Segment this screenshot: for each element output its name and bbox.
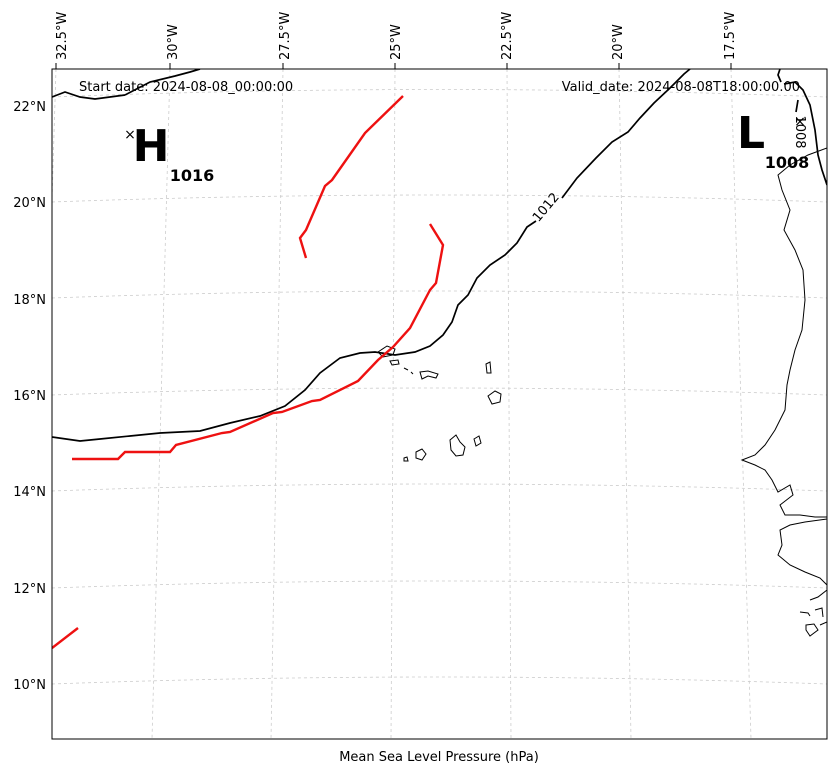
plot-frame [51,68,828,740]
lon-label-27-5w: 27.5°W [278,12,293,60]
lon-label-25w: 25°W [389,24,404,60]
high-pressure-letter: H [133,121,170,172]
start-date-label: Start date: 2024-08-08_00:00:00 [79,80,293,95]
pressure-centers: × H 1016 × L 1008 [124,108,809,185]
parallel-20n [52,194,827,203]
parallel-22n [52,89,827,98]
high-pressure-value: 1016 [170,166,215,185]
meridian-20w [618,69,632,739]
island-sao-vicente [389,359,400,366]
lat-label-22n: 22°N [13,100,46,115]
lon-label-22-5w: 22.5°W [500,12,515,60]
low-center-marker: × [794,114,806,130]
isobar-1012 [52,69,691,442]
contour-label-1008: 1008 [792,115,807,148]
lon-tick-marks [55,63,732,69]
lat-label-10n: 10°N [13,678,46,693]
coast-islets [799,607,827,637]
map-caption: Mean Sea Level Pressure (hPa) [339,750,539,765]
parallel-18n [52,290,827,299]
lat-label-20n: 20°N [13,196,46,211]
island-sao-nicolau [419,370,439,380]
meridian-22-5w [506,69,512,739]
graticule [52,69,827,739]
lat-label-16n: 16°N [13,389,46,404]
island-maio [473,435,482,447]
isobar-1008 [777,69,827,186]
valid-date-label: Valid_date: 2024-08-08T18:00:00.00 [562,80,800,95]
fronts [52,95,445,649]
lat-labels: 22°N 20°N 18°N 16°N 14°N 12°N 10°N [13,100,46,693]
meridian-30w [151,69,171,739]
parallel-10n [52,676,827,685]
lon-labels: 32.5°W 30°W 27.5°W 25°W 22.5°W 20°W 17.5… [55,12,738,60]
high-center-marker: × [124,127,136,143]
island-sal [485,361,492,374]
isobars [52,69,827,442]
lon-label-20w: 20°W [611,24,626,60]
parallel-12n [52,580,827,589]
parallel-16n [52,387,827,396]
isobar-1016-fragment [52,69,201,100]
lon-label-32-5w: 32.5°W [55,12,70,60]
front-southwest [52,627,79,649]
meridian-32-5w [52,69,57,201]
lon-label-17-5w: 17.5°W [723,12,738,60]
lat-label-14n: 14°N [13,485,46,500]
coastlines [377,147,827,637]
island-santa-luzia [403,367,414,375]
lat-label-12n: 12°N [13,582,46,597]
island-santiago [449,434,466,457]
island-brava [403,456,409,462]
island-boa-vista [487,390,502,405]
front-main [72,223,445,461]
lat-label-18n: 18°N [13,293,46,308]
front-north [298,95,404,259]
meridian-27-5w [270,69,284,739]
africa-coast [740,147,827,601]
low-pressure-letter: L [737,108,765,159]
parallel-14n [52,483,827,492]
island-fogo [415,448,427,461]
lon-label-30w: 30°W [166,24,181,60]
meridian-17-5w [730,69,752,739]
meridian-25w [390,69,396,739]
low-pressure-value: 1008 [765,153,810,172]
